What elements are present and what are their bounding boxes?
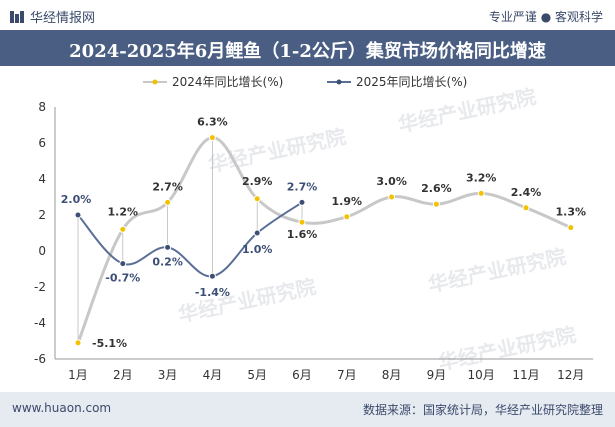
point-2025 <box>119 260 127 268</box>
data-label-2024: 6.3% <box>197 116 228 129</box>
website-link[interactable]: www.huaon.com <box>12 401 112 415</box>
point-2025 <box>253 229 261 237</box>
x-tick-label: 8月 <box>382 368 402 382</box>
data-source: 数据来源：国家统计局，华经产业研究院整理 <box>362 403 603 417</box>
x-tick-label: 12月 <box>557 368 584 382</box>
data-label-2024: 1.2% <box>108 205 139 218</box>
x-tick-label: 6月 <box>292 368 312 382</box>
data-label-2025: 1.0% <box>242 243 273 256</box>
watermark: 华经产业研究院 <box>176 274 318 327</box>
watermark: 华经产业研究院 <box>426 244 568 297</box>
series-lines <box>76 136 572 344</box>
point-2025 <box>74 211 82 219</box>
y-tick-label: 0 <box>38 244 46 258</box>
point-2025 <box>164 243 172 251</box>
point-2025 <box>298 198 306 206</box>
legend-marker-2025 <box>336 79 342 85</box>
data-label-2025: 2.7% <box>287 180 318 193</box>
point-2024 <box>432 200 440 208</box>
data-label-2024: 1.6% <box>287 228 318 241</box>
y-tick-label: -2 <box>34 280 46 294</box>
point-2025 <box>208 272 216 280</box>
point-2024 <box>74 339 82 347</box>
logo-text: 华经情报网 <box>30 11 96 26</box>
x-tick-label: 4月 <box>203 368 223 382</box>
data-label-2024: 2.4% <box>511 186 542 199</box>
point-2024 <box>477 189 485 197</box>
point-2024 <box>208 134 216 142</box>
y-tick-label: -4 <box>34 316 46 330</box>
logo: 华经情报网 <box>10 7 95 26</box>
chart-title: 2024-2025年6月鲤鱼（1-2公斤）集贸市场价格同比增速 <box>69 41 546 62</box>
y-tick-label: -6 <box>34 352 46 366</box>
point-2024 <box>522 204 530 212</box>
axes: 8 6 4 2 0 -2 -4 -6 1月 2月 3月 4月 5月 6月 7月 8月 9月 10月 11月 12月 <box>34 100 594 382</box>
data-label-2024: 1.3% <box>556 206 587 219</box>
data-label-2024: -5.1% <box>92 337 127 350</box>
y-tick-label: 4 <box>38 172 46 186</box>
tagline: 专业严谨 ● 客观科学 <box>488 10 603 24</box>
watermark: 华经产业研究院 <box>396 84 538 137</box>
x-tick-label: 10月 <box>468 368 495 382</box>
x-tick-label: 1月 <box>68 368 88 382</box>
point-2024 <box>164 198 172 206</box>
line-chart: 华经产业研究院 华经产业研究院 华经产业研究院 华经产业研究院 华经产业研究院 … <box>34 75 594 382</box>
top-bar: 华经情报网 专业严谨 ● 客观科学 <box>0 0 615 30</box>
data-label-2024: 2.7% <box>152 180 183 193</box>
point-2024 <box>119 225 127 233</box>
x-tick-label: 5月 <box>247 368 267 382</box>
point-2024 <box>253 195 261 203</box>
y-tick-label: 2 <box>38 208 46 222</box>
point-2024 <box>567 224 575 232</box>
x-tick-label: 11月 <box>512 368 539 382</box>
data-label-2024: 3.0% <box>376 175 407 188</box>
legend-label-2025: 2025年同比增长(%) <box>356 75 467 89</box>
legend: 2024年同比增长(%) 2025年同比增长(%) <box>143 75 467 89</box>
legend-marker-2024 <box>152 79 158 85</box>
title-bar: 2024-2025年6月鲤鱼（1-2公斤）集贸市场价格同比增速 <box>0 30 615 66</box>
data-label-2025: -0.7% <box>105 272 140 285</box>
x-tick-label: 9月 <box>427 368 447 382</box>
x-tick-label: 3月 <box>158 368 178 382</box>
x-tick-label: 2月 <box>113 368 133 382</box>
legend-label-2024: 2024年同比增长(%) <box>172 75 283 89</box>
x-tick-label: 7月 <box>337 368 357 382</box>
footer: www.huaon.com 数据来源：国家统计局，华经产业研究院整理 <box>0 392 615 427</box>
point-2024 <box>298 218 306 226</box>
data-label-2025: -1.4% <box>195 286 230 299</box>
watermark: 华经产业研究院 <box>436 322 578 375</box>
point-2024 <box>388 193 396 201</box>
y-tick-label: 8 <box>38 100 46 114</box>
data-label-2024: 2.9% <box>242 175 273 188</box>
series-line-2024 <box>76 136 572 344</box>
data-label-2025: 0.2% <box>152 255 183 268</box>
series-markers <box>74 134 575 347</box>
y-tick-label: 6 <box>38 136 46 150</box>
data-label-2024: 1.9% <box>332 195 363 208</box>
data-labels: -5.1% 1.2% 2.7% 6.3% 2.9% 1.6% 1.9% 3.0% 2.6% 3.2… <box>61 116 586 350</box>
data-label-2024: 2.6% <box>421 182 452 195</box>
point-2024 <box>343 213 351 221</box>
data-label-2024: 3.2% <box>466 171 497 184</box>
data-label-2025: 2.0% <box>61 193 92 206</box>
logo-icon <box>10 11 24 23</box>
watermarks: 华经产业研究院 华经产业研究院 华经产业研究院 华经产业研究院 华经产业研究院 <box>176 84 578 375</box>
